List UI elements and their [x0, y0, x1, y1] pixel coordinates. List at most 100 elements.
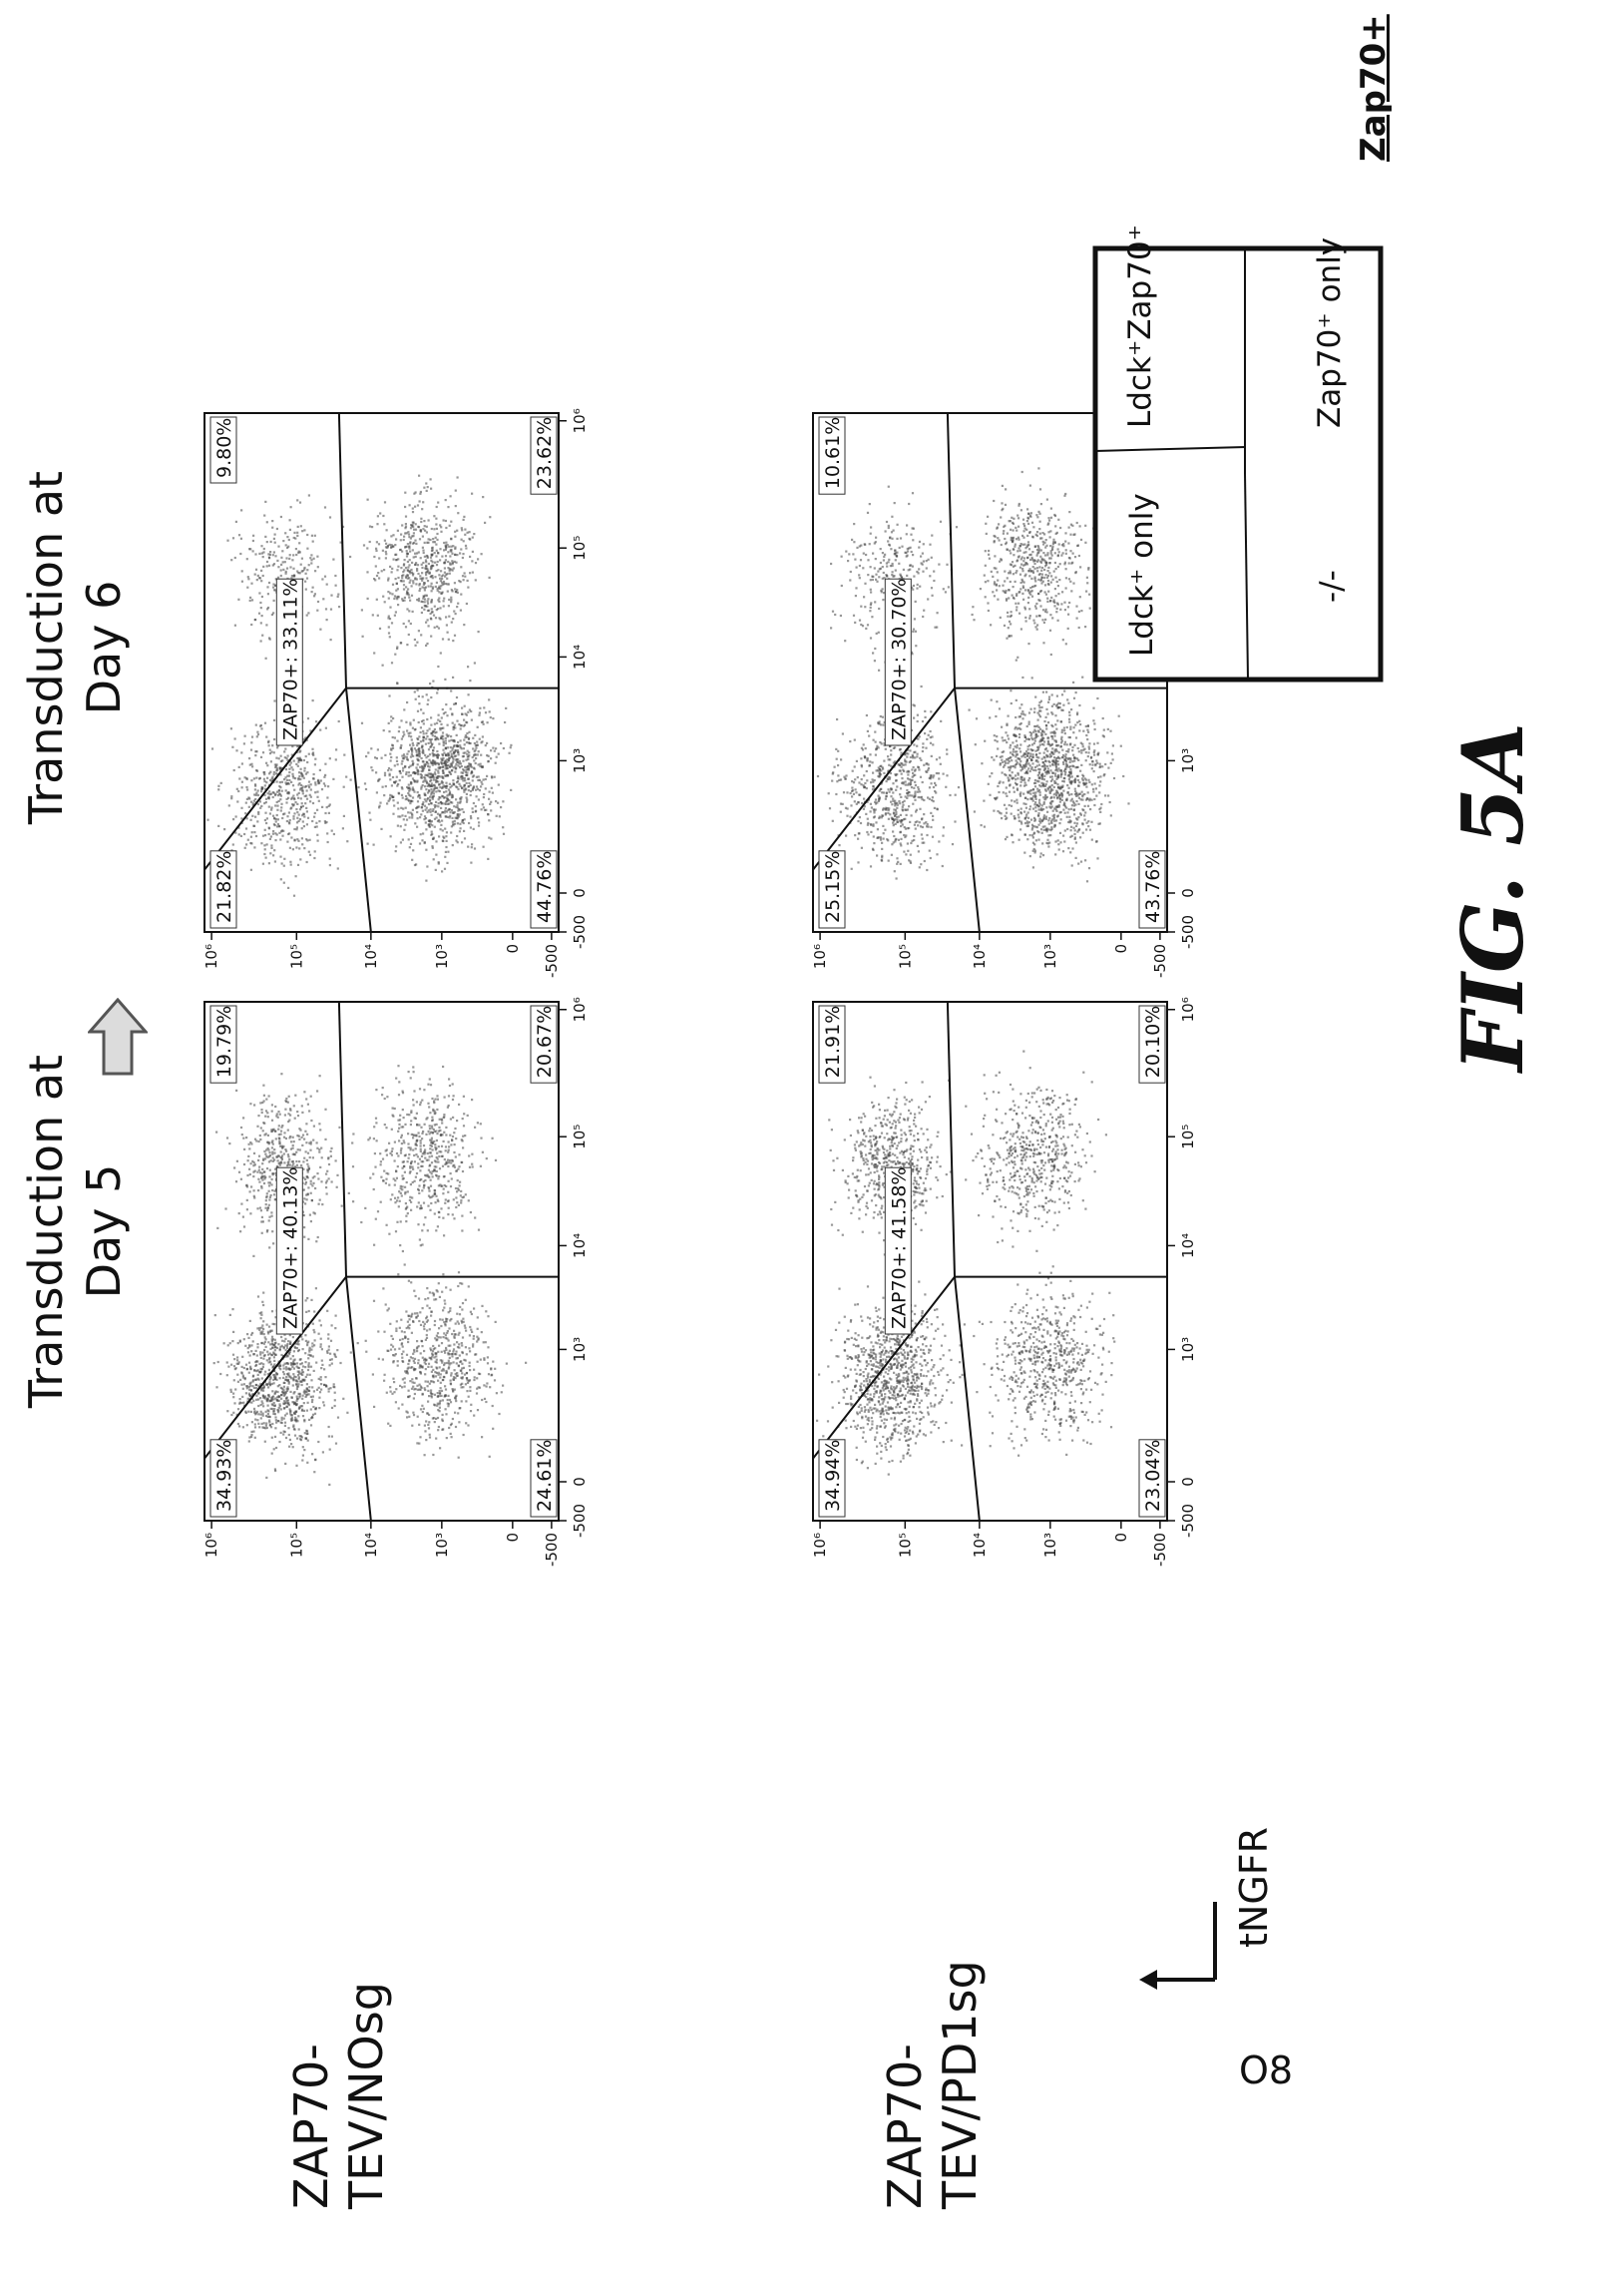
- event-dot: [277, 1159, 279, 1161]
- event-dot: [456, 761, 458, 763]
- event-dot: [376, 1140, 378, 1141]
- event-dot: [255, 1387, 257, 1389]
- event-dot: [390, 1198, 392, 1200]
- event-dot: [426, 807, 428, 809]
- event-dot: [312, 1211, 314, 1213]
- event-dot: [382, 786, 384, 788]
- event-dot: [457, 822, 459, 824]
- event-dot: [281, 781, 283, 783]
- event-dot: [452, 1388, 454, 1390]
- event-dot: [258, 1140, 260, 1142]
- event-dot: [365, 1340, 367, 1342]
- event-dot: [259, 577, 261, 579]
- event-dot: [360, 1221, 362, 1223]
- event-dot: [240, 1127, 242, 1129]
- event-dot: [407, 1133, 409, 1135]
- event-dot: [248, 757, 250, 759]
- event-dot: [470, 1410, 472, 1412]
- event-dot: [313, 857, 315, 859]
- event-dot: [301, 1112, 303, 1114]
- event-dot: [462, 1318, 464, 1320]
- event-dot: [323, 1384, 325, 1386]
- event-dot: [482, 720, 484, 722]
- event-dot: [435, 736, 437, 738]
- event-dot: [237, 1408, 239, 1410]
- event-dot: [463, 811, 465, 813]
- event-dot: [441, 1291, 443, 1293]
- event-dot: [238, 1403, 240, 1405]
- event-dot: [419, 1238, 421, 1240]
- event-dot: [420, 731, 422, 733]
- event-dot: [328, 812, 330, 814]
- event-dot: [488, 1373, 490, 1375]
- event-dot: [404, 1386, 406, 1388]
- event-dot: [443, 1114, 445, 1116]
- event-dot: [425, 1134, 427, 1136]
- event-dot: [285, 1101, 287, 1103]
- event-dot: [301, 1144, 303, 1146]
- event-dot: [411, 753, 413, 755]
- event-dot: [291, 797, 293, 799]
- event-dot: [254, 619, 256, 621]
- event-dot: [252, 1340, 254, 1342]
- event-dot: [386, 802, 388, 804]
- event-dot: [306, 823, 308, 825]
- event-dot: [334, 1399, 336, 1401]
- event-dot: [296, 811, 298, 813]
- event-dot: [296, 1365, 298, 1367]
- event-dot: [322, 598, 324, 600]
- event-dot: [417, 771, 419, 773]
- event-dot: [343, 786, 345, 788]
- event-dot: [254, 553, 256, 555]
- event-dot: [397, 783, 399, 785]
- event-dot: [472, 737, 474, 739]
- event-dot: [394, 1184, 396, 1186]
- event-dot: [427, 765, 429, 767]
- event-dot: [438, 1155, 440, 1157]
- event-dot: [234, 557, 236, 559]
- event-dot: [426, 1321, 428, 1323]
- event-dot: [280, 569, 282, 571]
- event-dot: [426, 735, 428, 737]
- event-dot: [441, 1120, 443, 1122]
- event-dot: [267, 1394, 269, 1396]
- event-dot: [263, 1373, 265, 1375]
- event-dot: [421, 806, 423, 808]
- event-dot: [471, 560, 473, 562]
- event-dot: [427, 1381, 429, 1383]
- event-dot: [295, 1465, 297, 1467]
- event-dot: [444, 1362, 446, 1364]
- event-dot: [245, 1412, 247, 1414]
- event-dot: [447, 746, 449, 748]
- event-dot: [416, 811, 418, 813]
- event-dot: [489, 1386, 491, 1388]
- event-dot: [379, 805, 381, 807]
- event-dot: [441, 782, 443, 784]
- event-dot: [292, 1147, 294, 1149]
- event-dot: [297, 1148, 299, 1150]
- event-dot: [452, 756, 454, 758]
- event-dot: [428, 1395, 430, 1397]
- event-dot: [432, 1350, 434, 1352]
- event-dot: [330, 1150, 332, 1152]
- event-dot: [285, 1397, 287, 1399]
- event-dot: [444, 828, 446, 830]
- event-dot: [476, 1336, 478, 1338]
- event-dots: [206, 475, 512, 897]
- event-dot: [435, 1160, 437, 1162]
- event-dot: [509, 752, 511, 754]
- event-dot: [302, 785, 304, 787]
- event-dot: [278, 825, 280, 827]
- event-dot: [292, 568, 294, 570]
- event-dot: [302, 1395, 304, 1397]
- event-dot: [300, 525, 302, 527]
- event-dot: [418, 1136, 420, 1138]
- event-dot: [477, 558, 479, 560]
- event-dot: [294, 1363, 296, 1365]
- event-dot: [410, 537, 412, 539]
- event-dot: [470, 772, 472, 774]
- event-dot: [271, 1354, 273, 1356]
- event-dot: [297, 1115, 299, 1117]
- event-dot: [437, 1161, 439, 1163]
- event-dot: [429, 800, 431, 802]
